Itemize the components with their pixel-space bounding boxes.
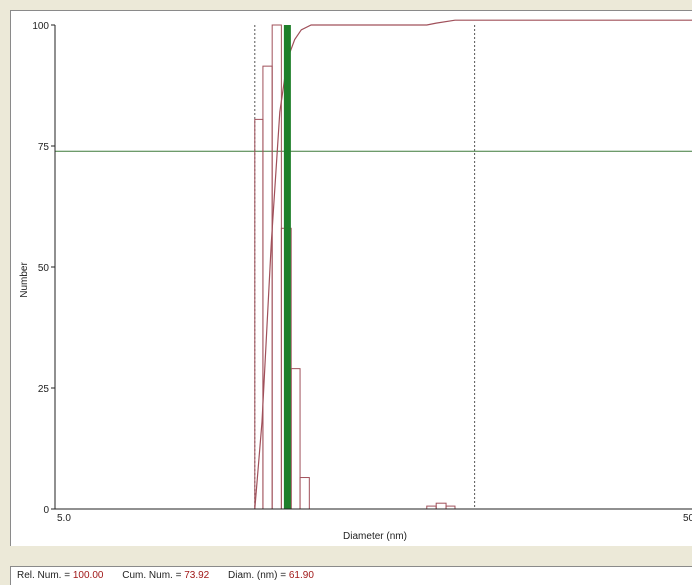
y-tick-label: 100 (32, 21, 49, 32)
diam-label: Diam. (nm) = (228, 570, 287, 581)
cursor-vertical-bar[interactable] (283, 25, 291, 509)
cum-num-label: Cum. Num. = (122, 570, 182, 581)
status-bar: Rel. Num. = 100.00 Cum. Num. = 73.92 Dia… (10, 566, 692, 585)
x-tick-label: 5000.0 (683, 513, 692, 524)
histogram-bar (299, 477, 310, 510)
size-distribution-chart[interactable]: 0 25 50 75 100 5.0 5000.0 Diameter (nm) Number (11, 11, 692, 546)
cumulative-curve (254, 19, 692, 510)
rel-num-value: 100.00 (72, 570, 104, 581)
histogram-bar (254, 118, 264, 510)
diam-value: 61.90 (288, 570, 314, 581)
histogram-bar (262, 65, 273, 510)
x-tick-label: 5.0 (57, 513, 71, 524)
y-tick-label: 25 (38, 384, 50, 395)
histogram-bar (271, 24, 282, 510)
y-tick-label: 50 (38, 263, 50, 274)
rel-num-label: Rel. Num. = (17, 570, 71, 581)
y-axis-title: Number (19, 262, 30, 298)
cum-num-value: 73.92 (184, 570, 210, 581)
x-axis-title: Diameter (nm) (343, 531, 407, 542)
y-tick-label: 0 (43, 505, 49, 516)
histogram-bar (290, 368, 301, 510)
histogram-bar (435, 502, 447, 510)
plot-panel[interactable]: 0 25 50 75 100 5.0 5000.0 Diameter (nm) Number (10, 10, 692, 546)
y-tick-label: 75 (38, 142, 50, 153)
